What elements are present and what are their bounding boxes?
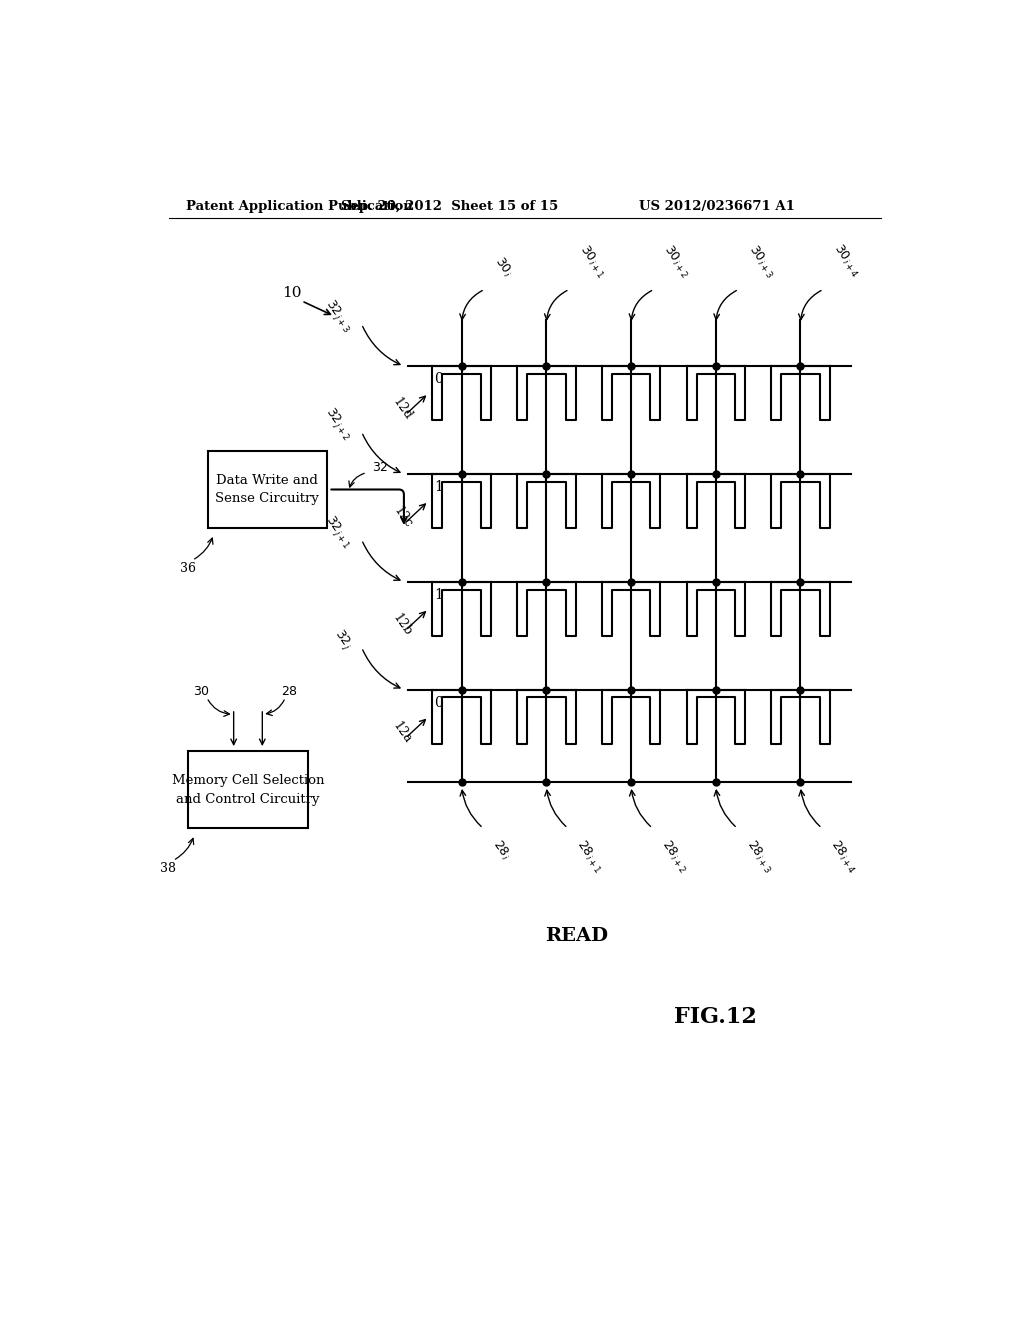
Text: Data Write and: Data Write and [216, 474, 318, 487]
Text: Sep. 20, 2012  Sheet 15 of 15: Sep. 20, 2012 Sheet 15 of 15 [341, 199, 559, 213]
Text: $32_{j+2}$: $32_{j+2}$ [321, 404, 355, 444]
Text: $30$: $30$ [193, 685, 210, 698]
Text: $30_{i+4}$: $30_{i+4}$ [829, 242, 863, 280]
Text: $32_{j+1}$: $32_{j+1}$ [321, 512, 355, 552]
Text: 0: 0 [434, 696, 442, 710]
Text: 1: 1 [434, 480, 442, 494]
Text: READ: READ [546, 927, 608, 945]
Text: Sense Circuitry: Sense Circuitry [215, 492, 319, 506]
Bar [188, 751, 307, 829]
Text: 12d: 12d [390, 396, 415, 422]
Text: and Control Circuitry: and Control Circuitry [176, 792, 319, 805]
Text: 36: 36 [179, 561, 196, 574]
Text: $28_{i+4}$: $28_{i+4}$ [827, 837, 860, 876]
Text: 12c: 12c [390, 504, 415, 531]
Text: $30_i$: $30_i$ [490, 255, 515, 280]
Text: $32$: $32$ [372, 462, 388, 474]
Text: 12a: 12a [390, 719, 415, 746]
Text: US 2012/0236671 A1: US 2012/0236671 A1 [639, 199, 795, 213]
Text: $28_i$: $28_i$ [488, 837, 513, 863]
Text: 0: 0 [434, 372, 442, 387]
Text: 12b: 12b [390, 611, 415, 638]
Text: 1: 1 [434, 589, 442, 602]
Text: Patent Application Publication: Patent Application Publication [186, 199, 413, 213]
Text: Memory Cell Selection: Memory Cell Selection [172, 774, 325, 787]
Bar [208, 451, 327, 528]
Text: $30_{i+1}$: $30_{i+1}$ [575, 242, 608, 280]
Text: 38: 38 [161, 862, 176, 875]
Text: $28$: $28$ [282, 685, 299, 698]
Text: $32_j$: $32_j$ [330, 627, 355, 653]
Text: FIG.12: FIG.12 [675, 1006, 757, 1028]
Text: $32_{j+3}$: $32_{j+3}$ [321, 297, 355, 335]
Text: $30_{i+3}$: $30_{i+3}$ [745, 242, 778, 280]
Text: $28_{i+2}$: $28_{i+2}$ [658, 837, 691, 875]
Text: $30_{i+2}$: $30_{i+2}$ [660, 242, 693, 280]
Text: $28_{i+1}$: $28_{i+1}$ [573, 837, 606, 875]
Text: $28_{i+3}$: $28_{i+3}$ [742, 837, 776, 875]
Text: 10: 10 [283, 286, 302, 300]
